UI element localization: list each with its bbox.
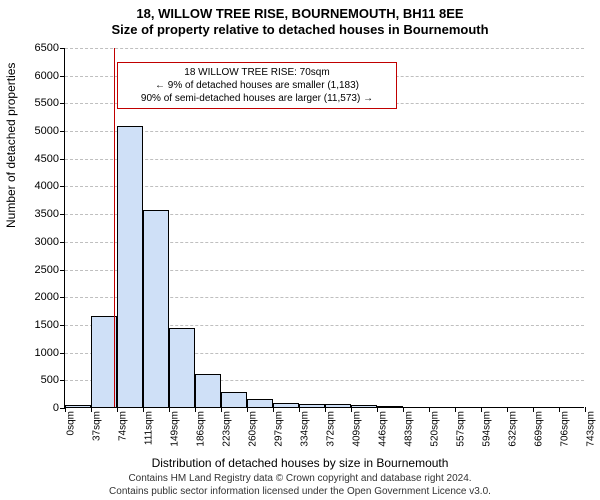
y-tick-label: 5000 bbox=[35, 125, 65, 137]
y-tick-label: 4500 bbox=[35, 153, 65, 165]
x-tick-label: 37sqm bbox=[92, 411, 103, 441]
plot-inner: 0500100015002000250030003500400045005000… bbox=[64, 48, 584, 408]
x-tick-label: 186sqm bbox=[196, 411, 207, 447]
x-tick-label: 297sqm bbox=[274, 411, 285, 447]
x-axis-label: Distribution of detached houses by size … bbox=[0, 456, 600, 470]
annotation-line2: ← 9% of detached houses are smaller (1,1… bbox=[124, 79, 390, 92]
histogram-bar bbox=[195, 374, 221, 407]
x-tick-label: 557sqm bbox=[456, 411, 467, 447]
grid-line bbox=[65, 48, 584, 49]
x-tick-label: 743sqm bbox=[586, 411, 597, 447]
chart-title-line2: Size of property relative to detached ho… bbox=[0, 22, 600, 38]
histogram-bar bbox=[221, 392, 247, 408]
x-tick-label: 372sqm bbox=[326, 411, 337, 447]
y-tick-label: 6000 bbox=[35, 70, 65, 82]
histogram-bar bbox=[169, 328, 195, 407]
x-tick-label: 260sqm bbox=[248, 411, 259, 447]
y-tick-label: 6500 bbox=[35, 42, 65, 54]
histogram-bar bbox=[325, 404, 351, 407]
histogram-bar bbox=[247, 399, 273, 407]
annotation-line1: 18 WILLOW TREE RISE: 70sqm bbox=[124, 66, 390, 79]
x-tick-label: 149sqm bbox=[170, 411, 181, 447]
y-tick-label: 500 bbox=[41, 374, 65, 386]
footer-line1: Contains HM Land Registry data © Crown c… bbox=[0, 473, 600, 486]
chart-title-line1: 18, WILLOW TREE RISE, BOURNEMOUTH, BH11 … bbox=[0, 0, 600, 22]
histogram-bar bbox=[273, 403, 299, 407]
x-tick-label: 483sqm bbox=[404, 411, 415, 447]
y-tick-label: 1000 bbox=[35, 347, 65, 359]
y-tick-label: 2000 bbox=[35, 291, 65, 303]
y-tick-label: 1500 bbox=[35, 319, 65, 331]
y-tick-label: 5500 bbox=[35, 97, 65, 109]
property-marker-line bbox=[114, 48, 115, 407]
x-tick-label: 409sqm bbox=[352, 411, 363, 447]
x-tick-label: 446sqm bbox=[378, 411, 389, 447]
histogram-bar bbox=[143, 210, 169, 407]
histogram-bar bbox=[377, 406, 403, 407]
x-tick-label: 632sqm bbox=[508, 411, 519, 447]
x-tick-label: 706sqm bbox=[560, 411, 571, 447]
footer: Contains HM Land Registry data © Crown c… bbox=[0, 473, 600, 498]
footer-line2: Contains public sector information licen… bbox=[0, 486, 600, 499]
x-tick-label: 223sqm bbox=[222, 411, 233, 447]
histogram-bar bbox=[299, 404, 325, 407]
y-tick-label: 2500 bbox=[35, 264, 65, 276]
y-tick-label: 3000 bbox=[35, 236, 65, 248]
plot-area: 0500100015002000250030003500400045005000… bbox=[64, 48, 584, 408]
x-tick-label: 334sqm bbox=[300, 411, 311, 447]
y-tick-label: 4000 bbox=[35, 180, 65, 192]
x-tick-label: 0sqm bbox=[66, 411, 77, 435]
x-tick-label: 669sqm bbox=[534, 411, 545, 447]
annotation-line3: 90% of semi-detached houses are larger (… bbox=[124, 92, 390, 105]
y-axis-label: Number of detached properties bbox=[4, 63, 18, 228]
y-tick-label: 0 bbox=[53, 402, 65, 414]
histogram-bar bbox=[351, 405, 377, 407]
x-tick-label: 594sqm bbox=[482, 411, 493, 447]
x-tick-label: 111sqm bbox=[144, 411, 155, 445]
histogram-bar bbox=[65, 405, 91, 407]
histogram-bar bbox=[117, 126, 143, 407]
annotation-box: 18 WILLOW TREE RISE: 70sqm← 9% of detach… bbox=[117, 62, 397, 109]
y-tick-label: 3500 bbox=[35, 208, 65, 220]
x-tick-label: 520sqm bbox=[430, 411, 441, 447]
x-tick-label: 74sqm bbox=[118, 411, 129, 441]
